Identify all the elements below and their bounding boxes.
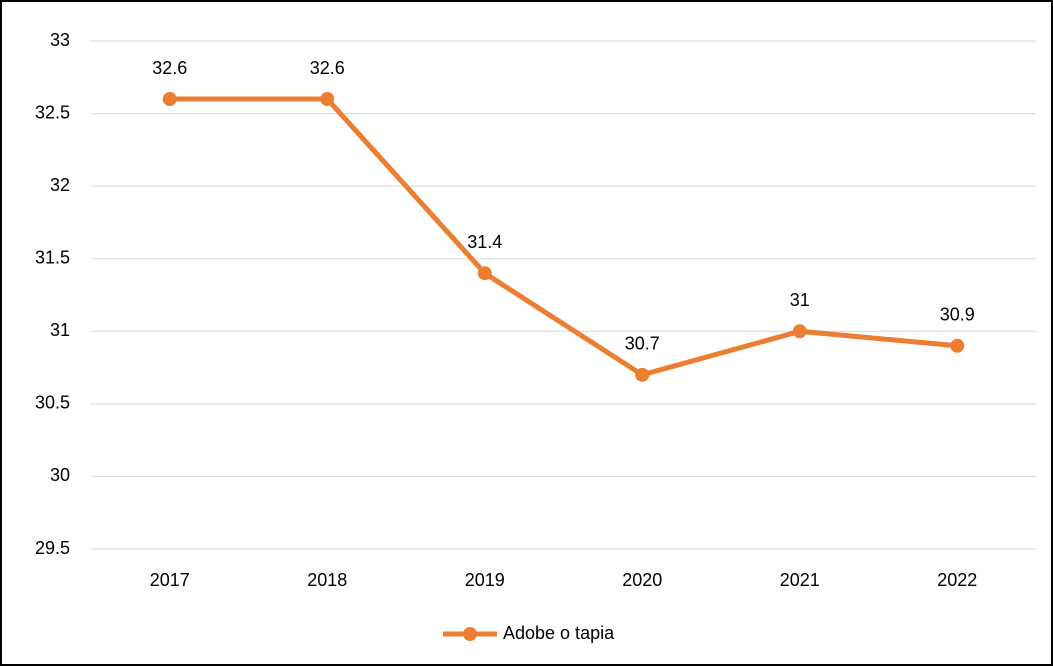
x-tick-label: 2020 — [622, 570, 662, 590]
y-tick-label: 30.5 — [35, 393, 70, 413]
y-tick-label: 30 — [50, 465, 70, 485]
point-marker — [320, 92, 335, 107]
x-tick-label: 2019 — [465, 570, 505, 590]
point-marker — [950, 338, 965, 353]
data-label: 31 — [790, 290, 810, 310]
point-marker — [792, 324, 807, 339]
y-tick-label: 31 — [50, 320, 70, 340]
x-tick-label: 2017 — [150, 570, 190, 590]
data-label: 32.6 — [310, 58, 345, 78]
data-label: 30.7 — [625, 334, 660, 354]
legend-label: Adobe o tapia — [503, 623, 615, 643]
x-tick-label: 2018 — [307, 570, 347, 590]
y-tick-label: 29.5 — [35, 538, 70, 558]
series-line — [169, 96, 958, 378]
legend-marker — [463, 627, 477, 641]
point-marker — [477, 266, 492, 281]
y-tick-label: 32.5 — [35, 102, 70, 122]
data-label: 32.6 — [152, 58, 187, 78]
point-marker — [162, 92, 177, 107]
data-label: 30.9 — [940, 305, 975, 325]
y-tick-label: 32 — [50, 175, 70, 195]
point-marker — [635, 367, 650, 382]
y-tick-label: 33 — [50, 30, 70, 50]
x-tick-label: 2022 — [937, 570, 977, 590]
y-tick-label: 31.5 — [35, 247, 70, 267]
data-label: 31.4 — [467, 232, 502, 252]
x-tick-label: 2021 — [780, 570, 820, 590]
